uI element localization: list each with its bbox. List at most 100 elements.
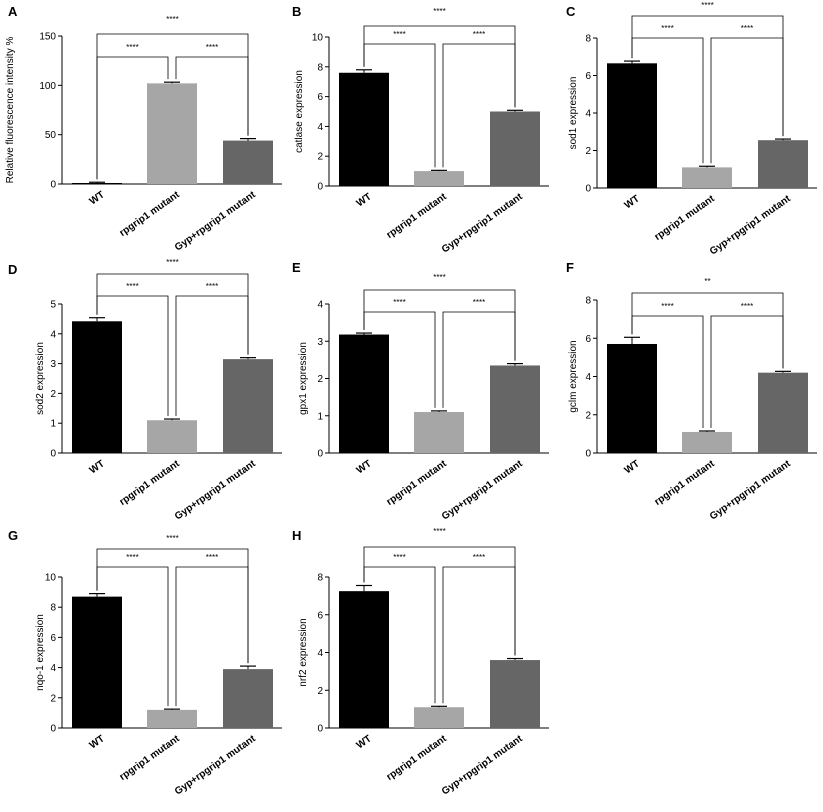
panel-e: E 0 1 2 3 4 gpx1 expression WT rpgrip1 mutantGyp… <box>292 260 549 522</box>
y-tick-label: 0 <box>50 449 56 460</box>
category-label: rpgrip1 mutant <box>118 458 183 508</box>
bar-wt <box>607 343 657 453</box>
significance-label: **** <box>393 30 405 39</box>
category-label: Gyp+rpgrip1 mutant <box>708 458 793 522</box>
bar-mutant <box>147 709 197 728</box>
y-tick-label: 4 <box>317 648 323 659</box>
y-tick-label: 3 <box>317 337 323 348</box>
bar-wt <box>339 72 389 186</box>
panel-c: C 0 2 4 6 8 sod1 expression WT rpgrip1 mutantGyp… <box>566 1 817 257</box>
significance-bracket <box>631 292 784 369</box>
category-label: WT <box>355 191 374 209</box>
y-tick-label: 0 <box>317 182 323 193</box>
y-tick-label: 8 <box>317 62 323 73</box>
bar-rescue <box>223 140 273 184</box>
significance-label: **** <box>741 302 753 311</box>
significance-bracket <box>363 289 516 361</box>
bar-mutant <box>147 83 197 184</box>
bar-wt <box>607 63 657 188</box>
category-label: WT <box>355 733 374 751</box>
category-label: rpgrip1 mutant <box>118 733 183 783</box>
y-tick-label: 150 <box>39 32 56 43</box>
significance-label: **** <box>433 527 445 536</box>
y-tick-label: 2 <box>585 146 591 157</box>
y-tick-label: 2 <box>50 693 56 704</box>
y-axis-label: gpx1 expression <box>298 342 309 415</box>
significance-label: **** <box>126 43 138 52</box>
bar-rescue <box>223 359 273 453</box>
significance-label: **** <box>393 298 405 307</box>
y-tick-label: 6 <box>317 610 323 621</box>
y-tick-label: 6 <box>50 633 56 644</box>
significance-label: **** <box>433 7 445 16</box>
bar-mutant <box>682 167 732 188</box>
category-label: WT <box>88 733 107 751</box>
category-label: Gyp+rpgrip1 mutant <box>440 733 525 797</box>
category-label: rpgrip1 mutant <box>118 189 183 239</box>
y-tick-label: 4 <box>585 372 591 383</box>
significance-label: **** <box>206 282 218 291</box>
y-tick-label: 0 <box>585 449 591 460</box>
y-tick-label: 0 <box>50 180 56 191</box>
category-label: rpgrip1 mutant <box>385 458 450 508</box>
y-tick-label: 3 <box>50 359 56 370</box>
panel-d: D 0 1 2 3 4 5 sod2 expression WT rpgrip1 mutantGy… <box>8 258 282 522</box>
bar-mutant <box>414 412 464 453</box>
y-axis-label: catlase expression <box>294 70 305 153</box>
significance-label: **** <box>166 534 178 543</box>
significance-label: **** <box>473 30 485 39</box>
category-label: Gyp+rpgrip1 mutant <box>173 458 258 522</box>
y-tick-label: 0 <box>50 724 56 735</box>
y-tick-label: 4 <box>50 663 56 674</box>
bar-mutant <box>414 171 464 186</box>
category-label: rpgrip1 mutant <box>385 733 450 783</box>
category-label: Gyp+rpgrip1 mutant <box>173 733 258 797</box>
y-tick-label: 100 <box>39 81 56 92</box>
y-axis-label: gclm expression <box>568 340 579 412</box>
category-label: rpgrip1 mutant <box>653 193 718 243</box>
y-tick-label: 2 <box>585 410 591 421</box>
y-tick-label: 4 <box>585 109 591 120</box>
y-tick-label: 0 <box>317 724 323 735</box>
significance-label: **** <box>661 24 673 33</box>
category-label: Gyp+rpgrip1 mutant <box>440 191 525 255</box>
significance-bracket <box>363 546 516 656</box>
y-tick-label: 50 <box>45 130 57 141</box>
y-tick-label: 8 <box>585 296 591 307</box>
y-tick-label: 8 <box>317 573 323 584</box>
bar-wt <box>72 183 122 184</box>
significance-label: **** <box>206 553 218 562</box>
significance-bracket <box>363 25 516 108</box>
panel-letter: E <box>292 260 301 275</box>
significance-label: **** <box>166 258 178 267</box>
bar-wt <box>339 591 389 728</box>
panel-f: F 0 2 4 6 8 gclm expression WT rpgrip1 mutantGyp… <box>566 260 817 522</box>
y-axis-label: sod2 expression <box>35 342 46 415</box>
significance-label: **** <box>393 553 405 562</box>
bar-mutant <box>414 707 464 728</box>
panel-h: H 0 2 4 6 8 nrf2 expression WT rpgrip1 mutantGyp… <box>292 527 549 797</box>
bar-rescue <box>490 660 540 728</box>
category-label: rpgrip1 mutant <box>653 458 718 508</box>
y-tick-label: 2 <box>50 389 56 400</box>
y-tick-label: 2 <box>317 374 323 385</box>
y-tick-label: 6 <box>317 92 323 103</box>
significance-bracket <box>631 15 784 137</box>
significance-label: **** <box>473 553 485 562</box>
panel-letter: B <box>292 4 301 19</box>
y-tick-label: 6 <box>585 334 591 345</box>
bar-wt <box>72 321 122 453</box>
y-tick-label: 6 <box>585 71 591 82</box>
y-tick-label: 0 <box>317 449 323 460</box>
category-label: rpgrip1 mutant <box>385 191 450 241</box>
y-tick-label: 4 <box>50 329 56 340</box>
significance-bracket <box>96 33 249 180</box>
y-axis-label: nrf2 expression <box>298 618 309 686</box>
bar-wt <box>72 596 122 728</box>
significance-label: **** <box>701 1 713 10</box>
significance-label: **** <box>166 15 178 24</box>
y-tick-label: 4 <box>317 300 323 311</box>
bar-rescue <box>490 111 540 186</box>
